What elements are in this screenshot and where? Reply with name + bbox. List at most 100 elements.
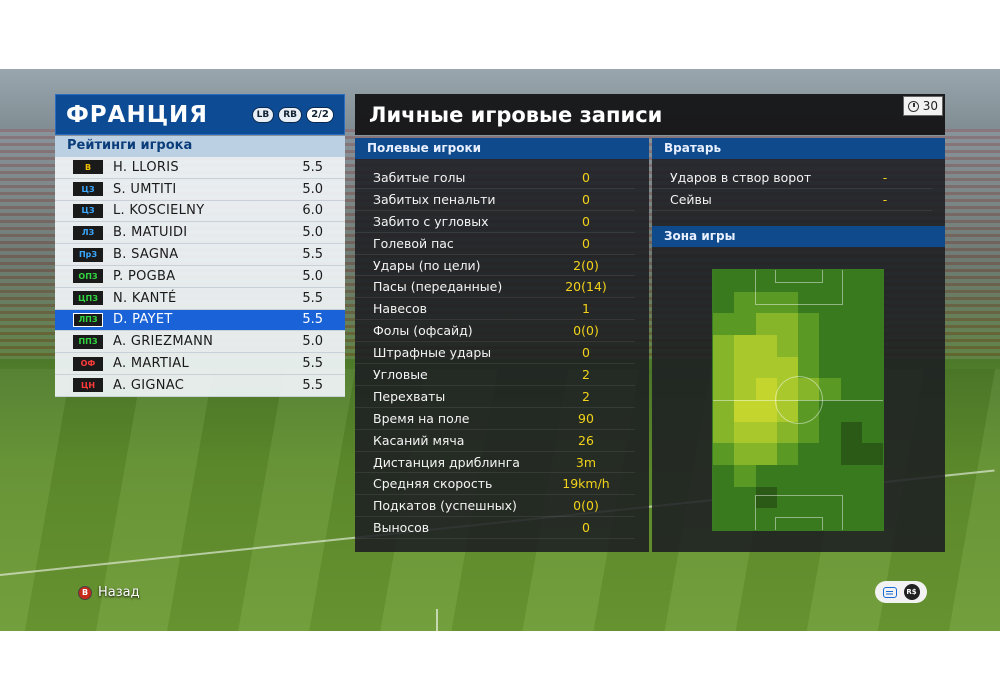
stat-label: Фолы (офсайд) [373,323,473,339]
player-row[interactable]: ЛПЗ D. PAYET 5.5 [55,309,345,332]
stat-value: 90 [578,410,594,426]
player-rating: 5.5 [302,290,323,306]
position-badge: В [73,160,103,175]
heatmap-cell [734,508,756,530]
heatmap-cell [713,356,735,379]
player-row[interactable]: ЦЗ S. UMTITI 5.0 [55,178,345,201]
player-rating: 5.5 [302,159,323,175]
heatmap-cell [798,421,820,444]
team-header: ФРАНЦИЯ LB RB 2/2 [55,94,345,135]
stat-label: Навесов [373,301,428,317]
player-ratings-panel: ФРАНЦИЯ LB RB 2/2 Рейтинги игрока В H. LL… [55,94,345,397]
stat-row: Дистанция дриблинга 3m [355,452,635,474]
heatmap-cell [798,443,820,465]
b-button-icon: B [78,585,92,600]
stat-value: 2 [582,366,590,382]
heatmap-cell [861,464,883,487]
stat-label: Голевой пас [373,235,454,251]
stat-row: Пасы (переданные) 20(14) [355,276,635,299]
heatmap-cell [840,334,862,357]
gk-stat-label: Сейвы [670,192,712,207]
heatmap-cell [776,356,798,379]
lb-button-icon[interactable]: LB [251,106,275,123]
player-row[interactable]: ОПЗ P. POGBA 5.0 [55,265,345,288]
chat-icon[interactable] [882,586,897,598]
stat-row: Забитых пенальти 0 [355,189,635,211]
heatmap-cell [734,486,756,509]
position-badge: ЦПЗ [73,291,103,306]
heatmap-cell [840,356,862,379]
heatmap-cell [755,399,777,422]
heatmap-cell [713,378,735,400]
heatmap-cell [713,421,735,444]
back-label: Назад [98,585,140,600]
player-row[interactable]: ЦПЗ N. KANTÉ 5.5 [55,287,345,310]
stat-value: 0 [582,213,590,229]
heatmap-cell [840,464,862,487]
stat-value: 0 [582,191,590,207]
top-penalty-box [755,270,843,305]
player-name: A. GRIEZMANN [113,334,214,350]
bottom-right-controls[interactable]: R$ [875,581,927,603]
heatmap-cell [755,334,777,357]
heatmap-cell [840,443,862,465]
player-row[interactable]: ЛЗ B. MATUIDI 5.0 [55,222,345,245]
stat-row: Время на поле 90 [355,408,635,430]
player-name: N. KANTÉ [113,290,177,306]
player-name: B. SAGNA [113,247,179,263]
position-badge: ЦЗ [73,203,103,218]
stat-row: Угловые 2 [355,364,635,386]
field-players-section: Полевые игроки Забитые голы 0 Забитых пена… [355,138,649,552]
position-badge: ЛПЗ [73,312,103,327]
top-goal-box [775,270,823,283]
player-rating: 5.5 [302,356,323,372]
player-list: В H. LLORIS 5.5 ЦЗ S. UMTITI 5.0 ЦЗ L. KOSCIELN… [55,157,345,397]
stat-row: Фолы (офсайд) 0(0) [355,320,635,343]
player-row[interactable]: ЦЗ L. KOSCIELNY 6.0 [55,200,345,223]
heatmap-cell [840,291,862,314]
stat-value: 0 [582,345,590,361]
player-rating: 5.5 [302,377,323,393]
stat-value: 26 [578,432,594,448]
heatmap-cell [755,421,777,444]
back-button[interactable]: B Назад [78,585,140,600]
heatmap-cell [819,313,841,335]
stat-value: 20(14) [565,279,607,295]
heatmap-cell [861,356,883,379]
heatmap-cell [819,464,841,487]
player-row[interactable]: ППЗ A. GRIEZMANN 5.0 [55,331,345,354]
heatmap-cell [798,508,820,530]
heatmap-cell [819,334,841,357]
heatmap-cell [819,421,841,444]
position-badge: ЛЗ [73,225,103,240]
heatmap-cell [755,356,777,379]
stat-label: Забитые голы [373,169,466,185]
heatmap-cell [776,464,798,487]
position-badge: ОПЗ [73,269,103,284]
player-row[interactable]: ЦН A. GIGNAC 5.5 [55,374,345,397]
player-rating: 5.0 [302,225,323,241]
heatmap-cell [840,313,862,335]
player-row[interactable]: В H. LLORIS 5.5 [55,157,345,179]
heatmap-cell [776,443,798,465]
stat-row: Перехваты 2 [355,386,635,408]
stat-label: Касаний мяча [373,432,465,448]
stat-label: Перехваты [373,388,446,404]
heatmap-cell [734,464,756,487]
rb-button-icon[interactable]: RB [278,106,302,123]
heatmap-cell [713,334,735,357]
player-row[interactable]: ПрЗ B. SAGNA 5.5 [55,244,345,266]
player-row[interactable]: ОФ A. MARTIAL 5.5 [55,353,345,375]
heatmap-grid [713,270,883,530]
stat-row: Касаний мяча 26 [355,430,635,452]
heatmap-cell [840,399,862,422]
heatmap-cell [840,508,862,530]
heatmap-cell [798,270,820,292]
heatmap-cell [734,356,756,379]
player-name: D. PAYET [113,312,173,328]
stat-label: Дистанция дриблинга [373,454,520,470]
heatmap-cell [713,464,735,487]
heatmap-cell [713,508,735,530]
field-stats-list: Забитые голы 0 Забитых пенальти 0 Забито с у… [355,167,649,540]
rs-button-icon[interactable]: R$ [903,584,920,600]
